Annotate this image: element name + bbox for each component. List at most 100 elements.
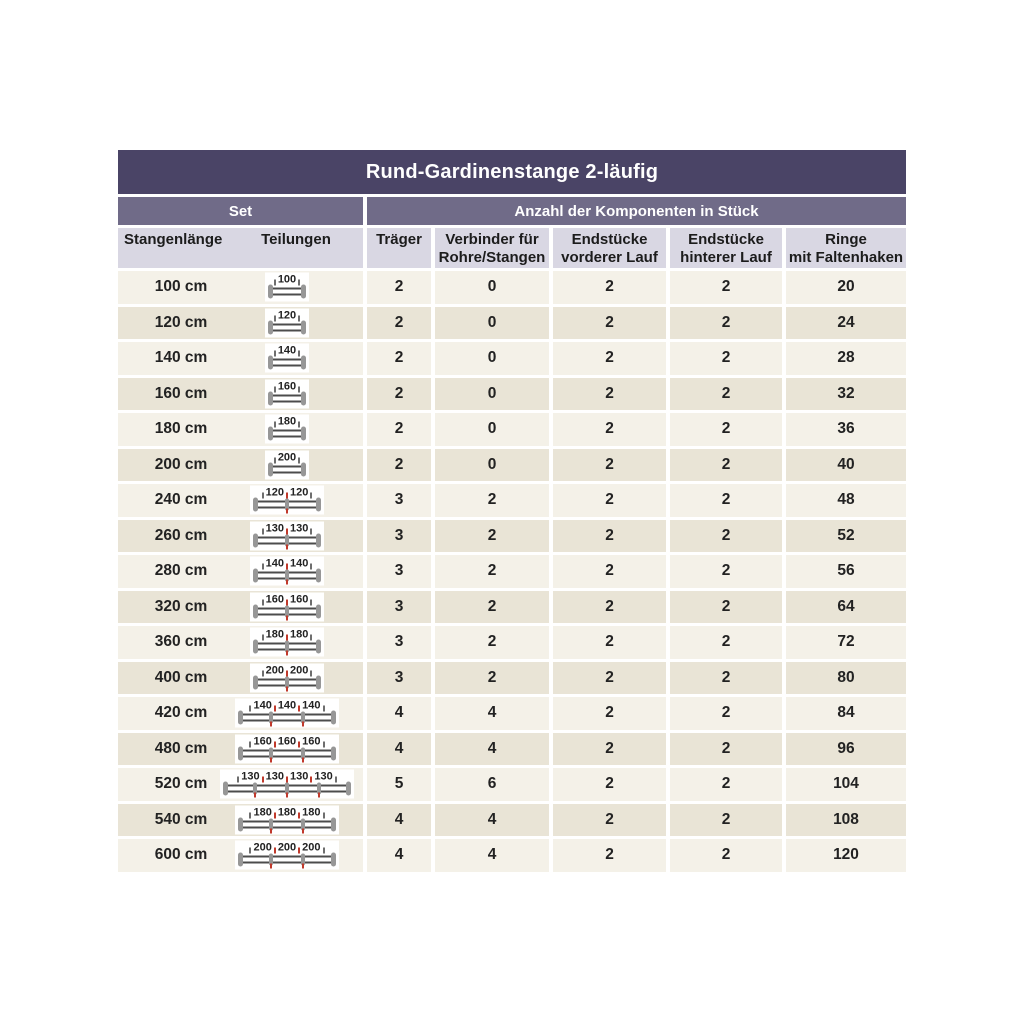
rod-connector-knob bbox=[253, 782, 257, 795]
endstuecke-hinterer-value-cell: 2 bbox=[670, 377, 782, 410]
segment-length-value: 200 bbox=[290, 664, 309, 677]
measure-tick-red bbox=[298, 812, 301, 819]
segment-lengths: 180 bbox=[268, 416, 306, 428]
measure-tick-gray bbox=[298, 315, 301, 322]
measure-tick-gray bbox=[322, 812, 325, 819]
rod-bar-icon bbox=[268, 462, 306, 477]
table-row-set-cell: 360 cm 180 180 bbox=[118, 626, 363, 659]
segment-length-value: 140 bbox=[265, 557, 284, 570]
segment-length-value: 160 bbox=[265, 593, 284, 606]
segment-lengths: 100 bbox=[268, 274, 306, 286]
segment-lengths: 160 bbox=[268, 380, 306, 393]
segment-lengths: 200 bbox=[268, 451, 306, 464]
measure-tick-gray bbox=[298, 350, 301, 357]
traeger-value-cell: 2 bbox=[367, 271, 431, 304]
rod-bar-icon bbox=[268, 391, 306, 406]
rod-diagram: 140 140 bbox=[250, 556, 324, 586]
row-length-label: 280 cm bbox=[154, 562, 208, 580]
rod-bar-icon bbox=[223, 781, 351, 798]
endstuecke-hinterer-value-cell: 2 bbox=[670, 661, 782, 694]
measure-tick-gray bbox=[273, 279, 276, 286]
rod-bar-icon bbox=[253, 568, 321, 585]
ringe-value-cell: 72 bbox=[786, 626, 906, 659]
endstuecke-hinterer-value-cell: 2 bbox=[670, 626, 782, 659]
segment-length-value: 140 bbox=[253, 699, 272, 712]
measure-tick-red bbox=[286, 634, 288, 641]
endstuecke-hinterer-value-cell: 2 bbox=[670, 839, 782, 872]
endstuecke-vorderer-value-cell: 2 bbox=[553, 590, 666, 623]
rod-endcap-left bbox=[253, 604, 258, 619]
rod-junction-tick bbox=[269, 721, 272, 727]
rod-diagram: 140 140 140 bbox=[235, 698, 339, 728]
rod-connector-knob bbox=[285, 569, 289, 582]
rod-endcap-right bbox=[331, 852, 336, 867]
traeger-value-cell: 4 bbox=[367, 697, 431, 730]
rod-endcap-right bbox=[301, 320, 306, 335]
measure-tick-red bbox=[286, 599, 288, 606]
row-length-label: 400 cm bbox=[154, 668, 208, 686]
ringe-value-cell: 32 bbox=[786, 377, 906, 410]
row-length-label: 600 cm bbox=[154, 846, 208, 864]
segment-lengths: 120 120 bbox=[253, 487, 321, 499]
traeger-value-cell: 2 bbox=[367, 377, 431, 410]
verbinder-value-cell: 2 bbox=[435, 519, 549, 552]
traeger-value-cell: 3 bbox=[367, 519, 431, 552]
rod-endcap-left bbox=[253, 568, 258, 583]
segment-lengths: 130 130 130 130 bbox=[223, 771, 351, 783]
rod-endcap-right bbox=[301, 462, 306, 477]
verbinder-value-cell: 6 bbox=[435, 768, 549, 801]
endstuecke-vorderer-value-cell: 2 bbox=[553, 306, 666, 339]
column-header-endstuecke-hinterer: Endstücke hinterer Lauf bbox=[670, 228, 782, 268]
endstuecke-hinterer-value-cell: 2 bbox=[670, 306, 782, 339]
rod-junction-tick bbox=[302, 828, 305, 834]
segment-lengths: 160 160 bbox=[253, 593, 321, 606]
measure-tick-red bbox=[273, 812, 276, 819]
segment-length-value: 140 bbox=[277, 344, 297, 357]
segment-length-value: 130 bbox=[265, 522, 284, 535]
ringe-value-cell: 24 bbox=[786, 306, 906, 339]
measure-tick-gray bbox=[249, 741, 252, 748]
rod-endcap-left bbox=[253, 639, 258, 654]
rod-junction-tick bbox=[286, 650, 288, 656]
endstuecke-vorderer-value-cell: 2 bbox=[553, 271, 666, 304]
row-length-label: 200 cm bbox=[154, 455, 208, 473]
segment-length-value: 130 bbox=[241, 770, 260, 783]
rod-endcap-left bbox=[268, 462, 273, 477]
group-header-components: Anzahl der Komponenten in Stück bbox=[367, 197, 906, 225]
measure-tick-gray bbox=[298, 386, 301, 393]
traeger-value-cell: 4 bbox=[367, 839, 431, 872]
measure-tick-gray bbox=[310, 563, 313, 570]
rod-diagram: 200 200 200 bbox=[235, 840, 339, 870]
segment-length-value: 160 bbox=[277, 380, 297, 393]
measure-tick-red bbox=[286, 670, 288, 677]
row-length-label: 480 cm bbox=[154, 739, 208, 757]
measure-tick-gray bbox=[310, 670, 313, 677]
ringe-value-cell: 52 bbox=[786, 519, 906, 552]
traeger-value-cell: 2 bbox=[367, 342, 431, 375]
rod-endcap-left bbox=[253, 675, 258, 690]
measure-tick-gray bbox=[322, 705, 325, 712]
rod-bar-icon bbox=[253, 604, 321, 621]
measure-tick-gray bbox=[249, 705, 252, 712]
segment-length-value: 200 bbox=[253, 841, 272, 854]
segment-length-value: 180 bbox=[290, 628, 309, 641]
rod-connector-knob bbox=[268, 853, 273, 866]
endstuecke-vorderer-value-cell: 2 bbox=[553, 519, 666, 552]
segment-length-value: 140 bbox=[277, 699, 297, 712]
rod-endcap-right bbox=[331, 817, 336, 832]
measure-tick-gray bbox=[261, 599, 264, 606]
segment-lengths: 140 140 140 bbox=[238, 700, 336, 712]
group-header-set-label: Set bbox=[228, 202, 253, 220]
rod-endcap-left bbox=[253, 533, 258, 548]
endstuecke-vorderer-value-cell: 2 bbox=[553, 697, 666, 730]
rod-connector-knob bbox=[285, 782, 289, 795]
verbinder-value-cell: 0 bbox=[435, 306, 549, 339]
measure-tick-gray bbox=[310, 528, 313, 535]
rod-endcap-right bbox=[316, 497, 321, 512]
rod-endcap-left bbox=[268, 320, 273, 335]
table-row-set-cell: 320 cm 160 160 bbox=[118, 590, 363, 623]
segment-length-value: 200 bbox=[277, 451, 297, 464]
row-length-label: 320 cm bbox=[154, 597, 208, 615]
rod-endcap-right bbox=[316, 604, 321, 619]
table-row-set-cell: 120 cm 120 bbox=[118, 306, 363, 339]
